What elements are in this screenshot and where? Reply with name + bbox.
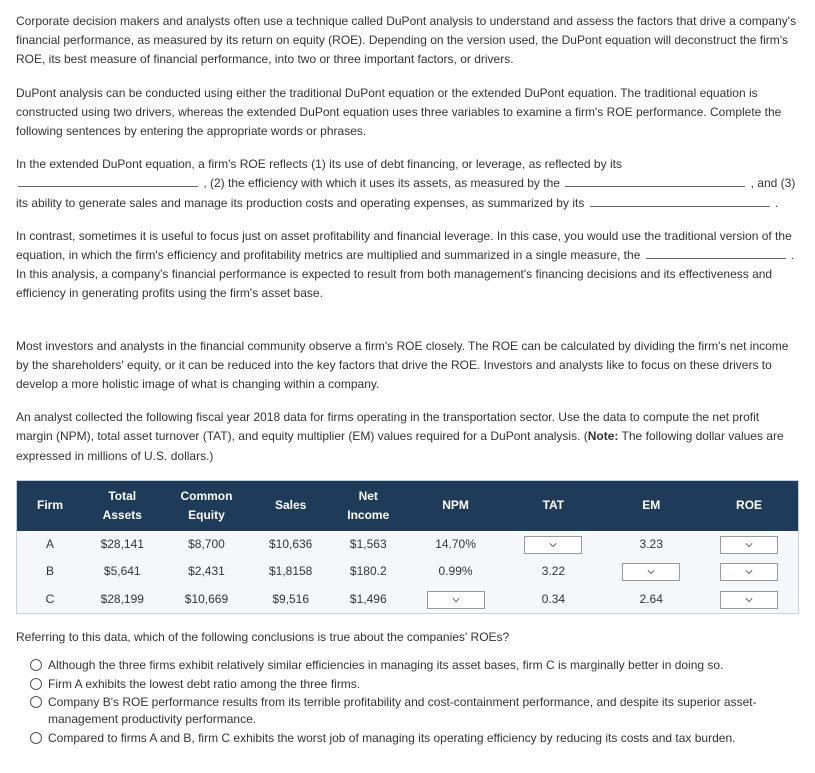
col-tat: TAT <box>504 481 602 531</box>
extended-dupont-paragraph: In the extended DuPont equation, a firm'… <box>16 155 799 213</box>
table-row: B$5,641$2,431$1,8158$180.20.99%3.22 <box>17 558 798 585</box>
option-row: Compared to firms A and B, firm C exhibi… <box>30 730 799 747</box>
chevron-down-icon <box>745 597 753 603</box>
option-row: Company B's ROE performance results from… <box>30 694 799 728</box>
cell-npm <box>407 586 505 613</box>
cell-firm: B <box>17 558 83 585</box>
col-total-assets: TotalAssets <box>83 481 162 531</box>
cell-income: $180.2 <box>330 558 407 585</box>
cell-income: $1,563 <box>330 531 407 558</box>
text-fragment: . <box>775 196 778 210</box>
intro-paragraph-2: DuPont analysis can be conducted using e… <box>16 84 799 142</box>
cell-sales: $10,636 <box>251 531 330 558</box>
col-npm: NPM <box>407 481 505 531</box>
option-label: Firm A exhibits the lowest debt ratio am… <box>48 676 360 693</box>
cell-tat <box>504 531 602 558</box>
blank-single-measure[interactable] <box>646 246 786 259</box>
col-firm: Firm <box>17 481 83 531</box>
chevron-down-icon <box>452 597 460 603</box>
cell-roe <box>700 531 798 558</box>
cell-npm: 14.70% <box>407 531 505 558</box>
chevron-down-icon <box>549 542 557 548</box>
cell-em <box>602 558 700 585</box>
table-row: C$28,199$10,669$9,516$1,496 0.342.64 <box>17 586 798 613</box>
col-net-income: NetIncome <box>330 481 407 531</box>
cell-assets: $5,641 <box>83 558 162 585</box>
cell-assets: $28,199 <box>83 586 162 613</box>
table-row: A$28,141$8,700$10,636$1,56314.70% 3.23 <box>17 531 798 558</box>
cell-tat: 3.22 <box>504 558 602 585</box>
col-em: EM <box>602 481 700 531</box>
cell-sales: $9,516 <box>251 586 330 613</box>
option-row: Firm A exhibits the lowest debt ratio am… <box>30 676 799 693</box>
cell-firm: A <box>17 531 83 558</box>
dropdown-tat-row0[interactable] <box>524 536 582 554</box>
blank-asset-efficiency[interactable] <box>565 174 745 187</box>
option-label: Company B's ROE performance results from… <box>48 694 799 728</box>
cell-firm: C <box>17 586 83 613</box>
cell-em: 3.23 <box>602 531 700 558</box>
cell-income: $1,496 <box>330 586 407 613</box>
cell-em: 2.64 <box>602 586 700 613</box>
question-text: Referring to this data, which of the fol… <box>16 628 799 647</box>
radio-option-1[interactable] <box>30 678 42 690</box>
cell-roe <box>700 558 798 585</box>
analyst-paragraph: An analyst collected the following fisca… <box>16 408 799 466</box>
dupont-table: Firm TotalAssets CommonEquity Sales NetI… <box>17 481 798 613</box>
col-sales: Sales <box>251 481 330 531</box>
blank-leverage[interactable] <box>18 174 198 187</box>
data-table-container: Firm TotalAssets CommonEquity Sales NetI… <box>16 480 799 614</box>
chevron-down-icon <box>647 569 655 575</box>
col-roe: ROE <box>700 481 798 531</box>
cell-roe <box>700 586 798 613</box>
radio-option-3[interactable] <box>30 732 42 744</box>
cell-npm: 0.99% <box>407 558 505 585</box>
dropdown-em-row1[interactable] <box>622 563 680 581</box>
radio-option-2[interactable] <box>30 696 42 708</box>
chevron-down-icon <box>745 542 753 548</box>
cell-sales: $1,8158 <box>251 558 330 585</box>
chevron-down-icon <box>745 569 753 575</box>
options-group: Although the three firms exhibit relativ… <box>30 657 799 747</box>
blank-profit-margin[interactable] <box>590 194 770 207</box>
traditional-dupont-paragraph: In contrast, sometimes it is useful to f… <box>16 227 799 304</box>
dropdown-roe-row2[interactable] <box>720 591 778 609</box>
cell-tat: 0.34 <box>504 586 602 613</box>
roe-paragraph: Most investors and analysts in the finan… <box>16 337 799 395</box>
dropdown-npm-row2[interactable] <box>427 591 485 609</box>
option-label: Compared to firms A and B, firm C exhibi… <box>48 730 735 747</box>
col-common-equity: CommonEquity <box>162 481 252 531</box>
option-label: Although the three firms exhibit relativ… <box>48 657 723 674</box>
dropdown-roe-row0[interactable] <box>720 536 778 554</box>
dropdown-roe-row1[interactable] <box>720 563 778 581</box>
cell-equity: $2,431 <box>162 558 252 585</box>
note-bold: Note: <box>588 429 619 443</box>
cell-equity: $8,700 <box>162 531 252 558</box>
text-fragment: , (2) the efficiency with which it uses … <box>203 176 563 190</box>
intro-paragraph-1: Corporate decision makers and analysts o… <box>16 12 799 70</box>
option-row: Although the three firms exhibit relativ… <box>30 657 799 674</box>
text-fragment: In the extended DuPont equation, a firm'… <box>16 157 622 171</box>
cell-assets: $28,141 <box>83 531 162 558</box>
radio-option-0[interactable] <box>30 659 42 671</box>
cell-equity: $10,669 <box>162 586 252 613</box>
